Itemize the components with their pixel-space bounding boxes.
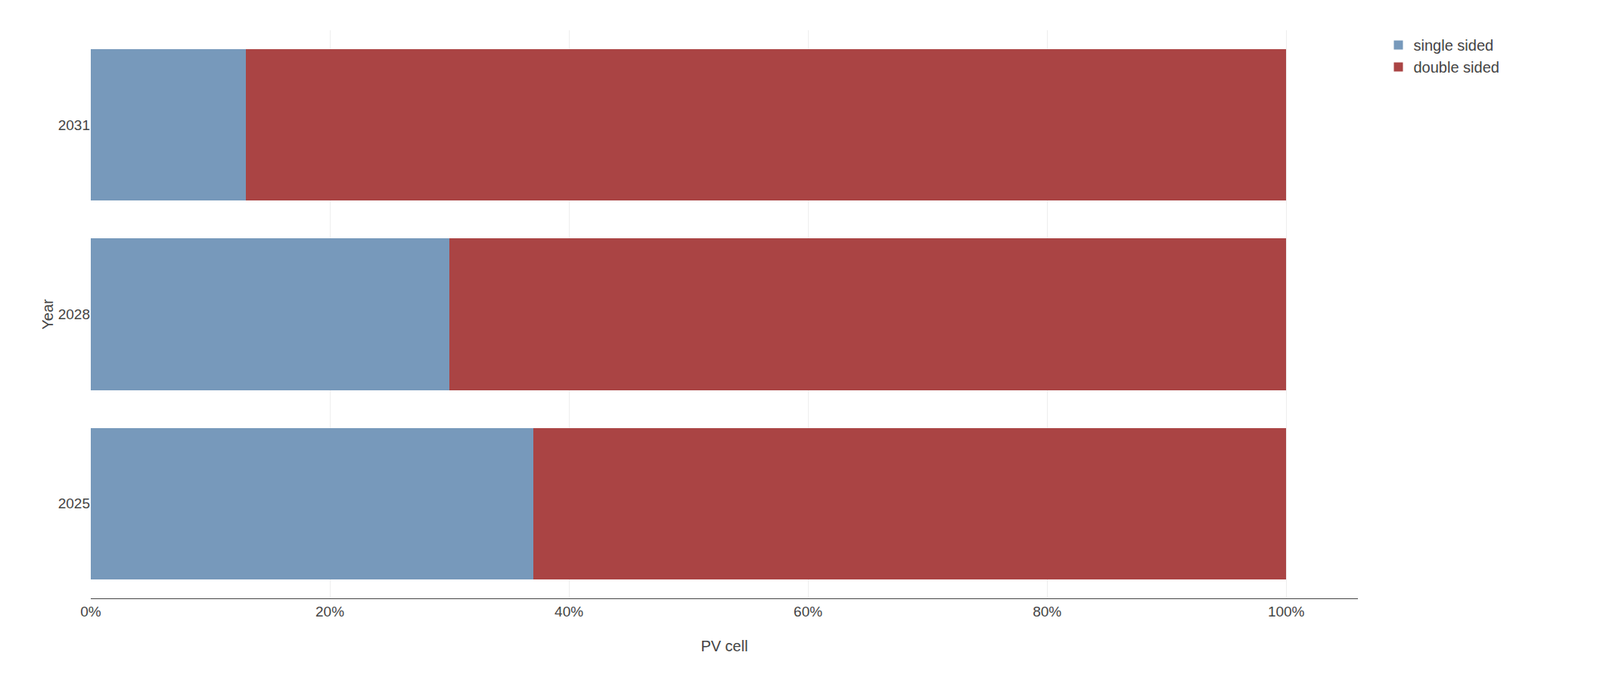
svg-text:2025: 2025 (58, 495, 91, 512)
svg-text:40%: 40% (554, 603, 584, 620)
svg-text:single sided: single sided (1413, 37, 1495, 54)
svg-text:PV cell: PV cell (700, 637, 748, 655)
svg-text:20%: 20% (315, 603, 345, 620)
svg-text:double sided: double sided (1413, 59, 1500, 76)
svg-text:2031: 2031 (58, 117, 91, 134)
svg-text:60%: 60% (793, 603, 823, 620)
svg-text:Year: Year (39, 298, 56, 330)
svg-text:80%: 80% (1032, 603, 1062, 620)
svg-text:100%: 100% (1267, 603, 1305, 620)
svg-text:0%: 0% (80, 603, 102, 620)
svg-text:2028: 2028 (58, 306, 91, 323)
